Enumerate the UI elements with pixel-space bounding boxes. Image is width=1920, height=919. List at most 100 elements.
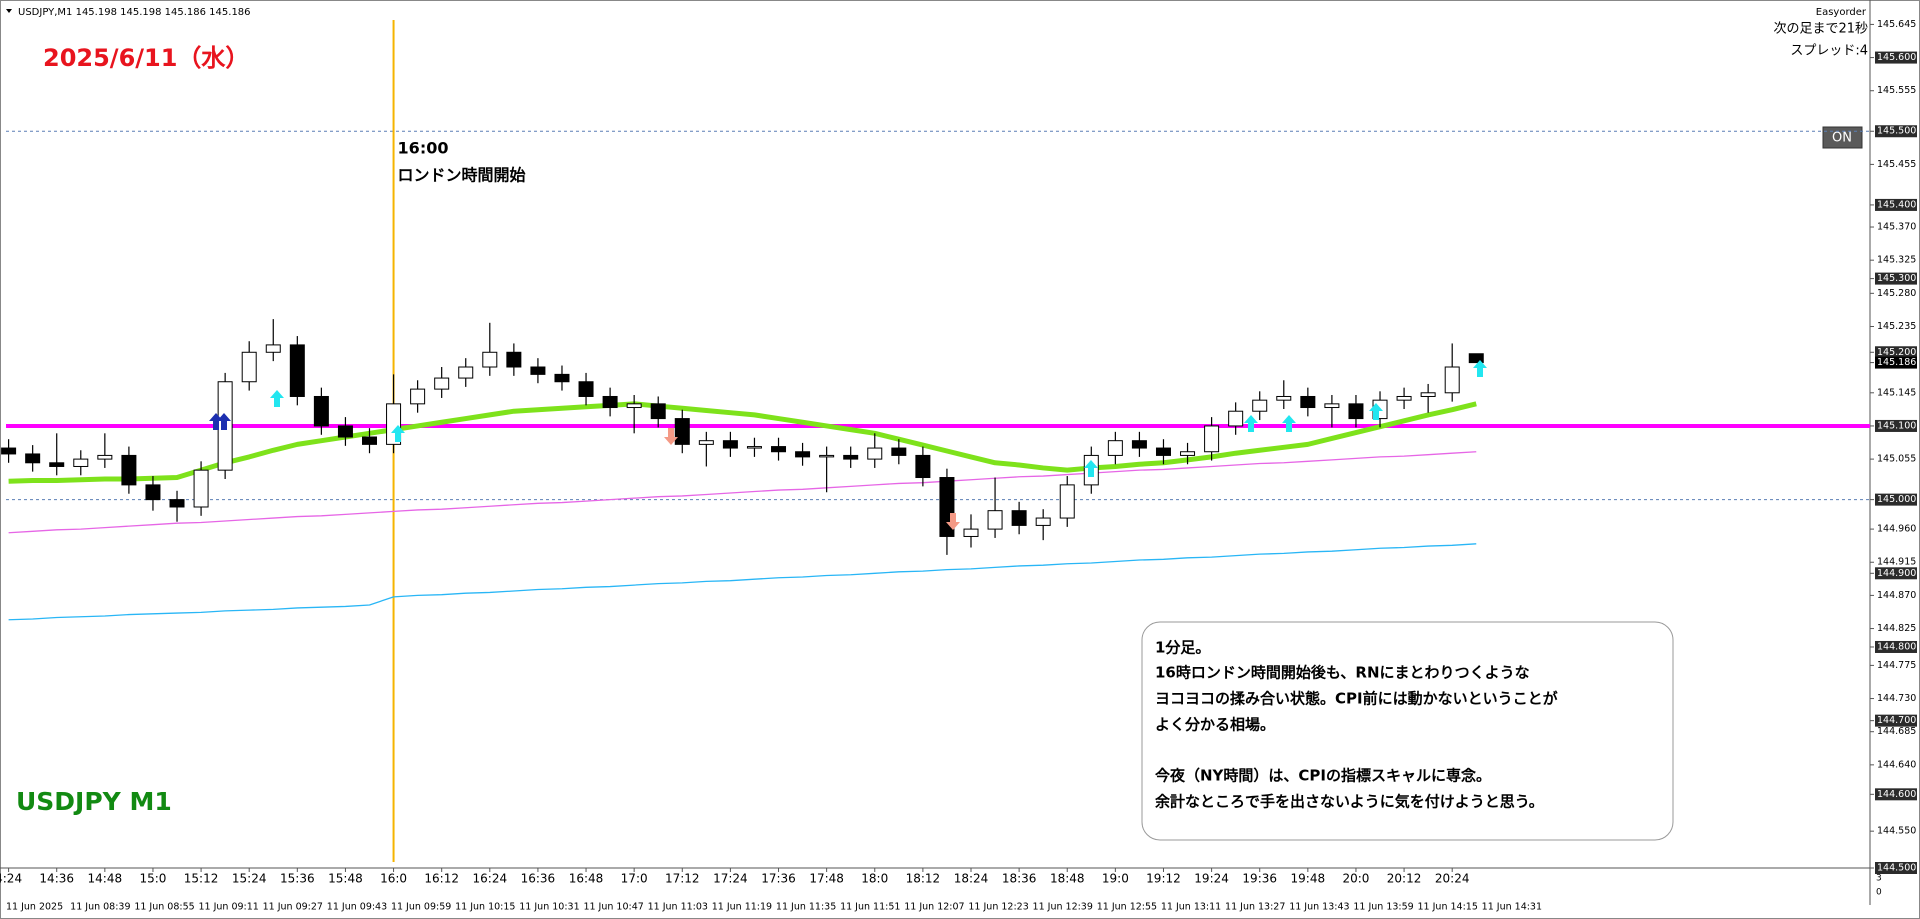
candle-body [1228,410,1244,427]
date-label: 11 Jun 12:39 [1033,902,1093,913]
date-label: 11 Jun 2025 [6,902,63,913]
candle-body [410,388,426,405]
note-line: 1分足。 [1155,639,1210,657]
panel-countdown: 次の足まで21秒 [1773,22,1868,37]
candle-body [963,528,979,537]
candle-body [746,446,762,449]
y-tick-label: 145.300 [1877,273,1916,284]
session-label: ロンドン時間開始 [398,166,526,185]
candle-body [1204,425,1220,453]
price-box [1875,356,1917,369]
price-box [1875,567,1917,580]
candle-body [73,458,89,467]
date-label: 11 Jun 09:43 [327,902,387,913]
y-tick-label: 145.370 [1877,222,1916,233]
signal-arrow [391,425,405,442]
candle-body [530,366,546,375]
candle-body [1180,451,1196,456]
candle-body [891,447,907,456]
note-line: よく分かる相場。 [1155,716,1275,734]
y-tick-label: 144.640 [1877,759,1916,770]
candle-body [1011,510,1027,526]
x-tick-label: 17:36 [761,872,796,886]
y-tick-label: 145.055 [1877,454,1916,465]
signal-arrow [946,513,960,530]
x-tick-label: 17:48 [809,872,844,886]
candle-body [1444,366,1460,394]
x-tick-label: 16:48 [569,872,604,886]
candle-body [626,403,642,409]
candle-body [1107,440,1123,456]
y-tick-label: 145.645 [1877,19,1916,30]
on-button[interactable] [1822,126,1863,149]
price-box [1875,640,1917,653]
price-box [1875,125,1917,138]
candle-body [602,395,618,409]
x-tick-label: 18:24 [954,872,989,886]
x-tick-label: 20:12 [1387,872,1422,886]
y-tick-label: 145.100 [1877,420,1916,431]
candle-body [1035,517,1051,526]
symbol-label: USDJPY M1 [16,787,172,816]
panel-name: Easyorder [1816,7,1867,18]
x-tick-label: 16:36 [521,872,556,886]
y-tick-label: 144.870 [1877,590,1916,601]
candle-body [771,446,787,453]
date-label: 11 Jun 12:23 [968,902,1028,913]
signal-arrow [1473,360,1487,377]
date-label: 2025/6/11（水） [43,44,249,72]
candle-body [289,344,305,397]
date-label: 11 Jun 12:07 [904,902,964,913]
date-label: 11 Jun 08:39 [70,902,130,913]
candle-body [265,344,281,353]
candle-body [458,366,474,379]
x-tick-label: 18:36 [1002,872,1037,886]
date-label: 11 Jun 13:11 [1161,902,1221,913]
on-button-label[interactable]: ON [1832,131,1852,146]
y-tick-label: 144.600 [1877,789,1916,800]
candle-body [97,454,113,460]
candle-body [722,440,738,449]
candle-body [1348,403,1364,420]
x-tick-label: 15:48 [328,872,363,886]
x-tick-label: 15:0 [139,872,166,886]
signal-arrow [209,413,223,430]
candle-body [674,418,690,445]
chart-title: USDJPY,M1 145.198 145.198 145.186 145.18… [18,7,251,18]
candle-body [795,451,811,458]
candle-body [1324,403,1340,409]
date-label: 11 Jun 09:27 [263,902,323,913]
price-box [1875,346,1917,359]
date-label: 11 Jun 10:15 [455,902,515,913]
candle-body [362,436,377,445]
price-box [1875,51,1917,64]
signal-arrow [217,413,231,430]
y-tick-label: 145.600 [1877,52,1916,63]
x-tick-label: 18:0 [861,872,888,886]
y-tick-label: 145.000 [1877,494,1916,505]
x-tick-label: 17:0 [621,872,648,886]
candle-body [193,469,209,508]
x-tick-label: 19:0 [1102,872,1129,886]
candle-body [1420,392,1436,397]
y-tick-label: 144.800 [1877,641,1916,652]
candle-body [1468,353,1484,364]
candle-body [1300,395,1316,409]
y-tick-label: 144.500 [1877,863,1916,874]
candle-body [1276,395,1292,401]
y-tick-label: 145.325 [1877,255,1916,266]
x-tick-label: 17:12 [665,872,700,886]
y-tick-label: 144.960 [1877,524,1916,535]
y-tick-label: 144.700 [1877,715,1916,726]
price-box [1875,788,1917,801]
y-tick-label: 144.825 [1877,623,1916,634]
signal-arrow [1369,403,1383,420]
note-line: ヨコヨコの揉み合い状態。CPI前には動かないということが [1155,690,1559,708]
candle-body [145,484,161,501]
date-label: 11 Jun 13:27 [1225,902,1285,913]
signal-arrow [1084,460,1098,477]
candle-body [843,454,859,460]
price-box [1875,419,1917,432]
